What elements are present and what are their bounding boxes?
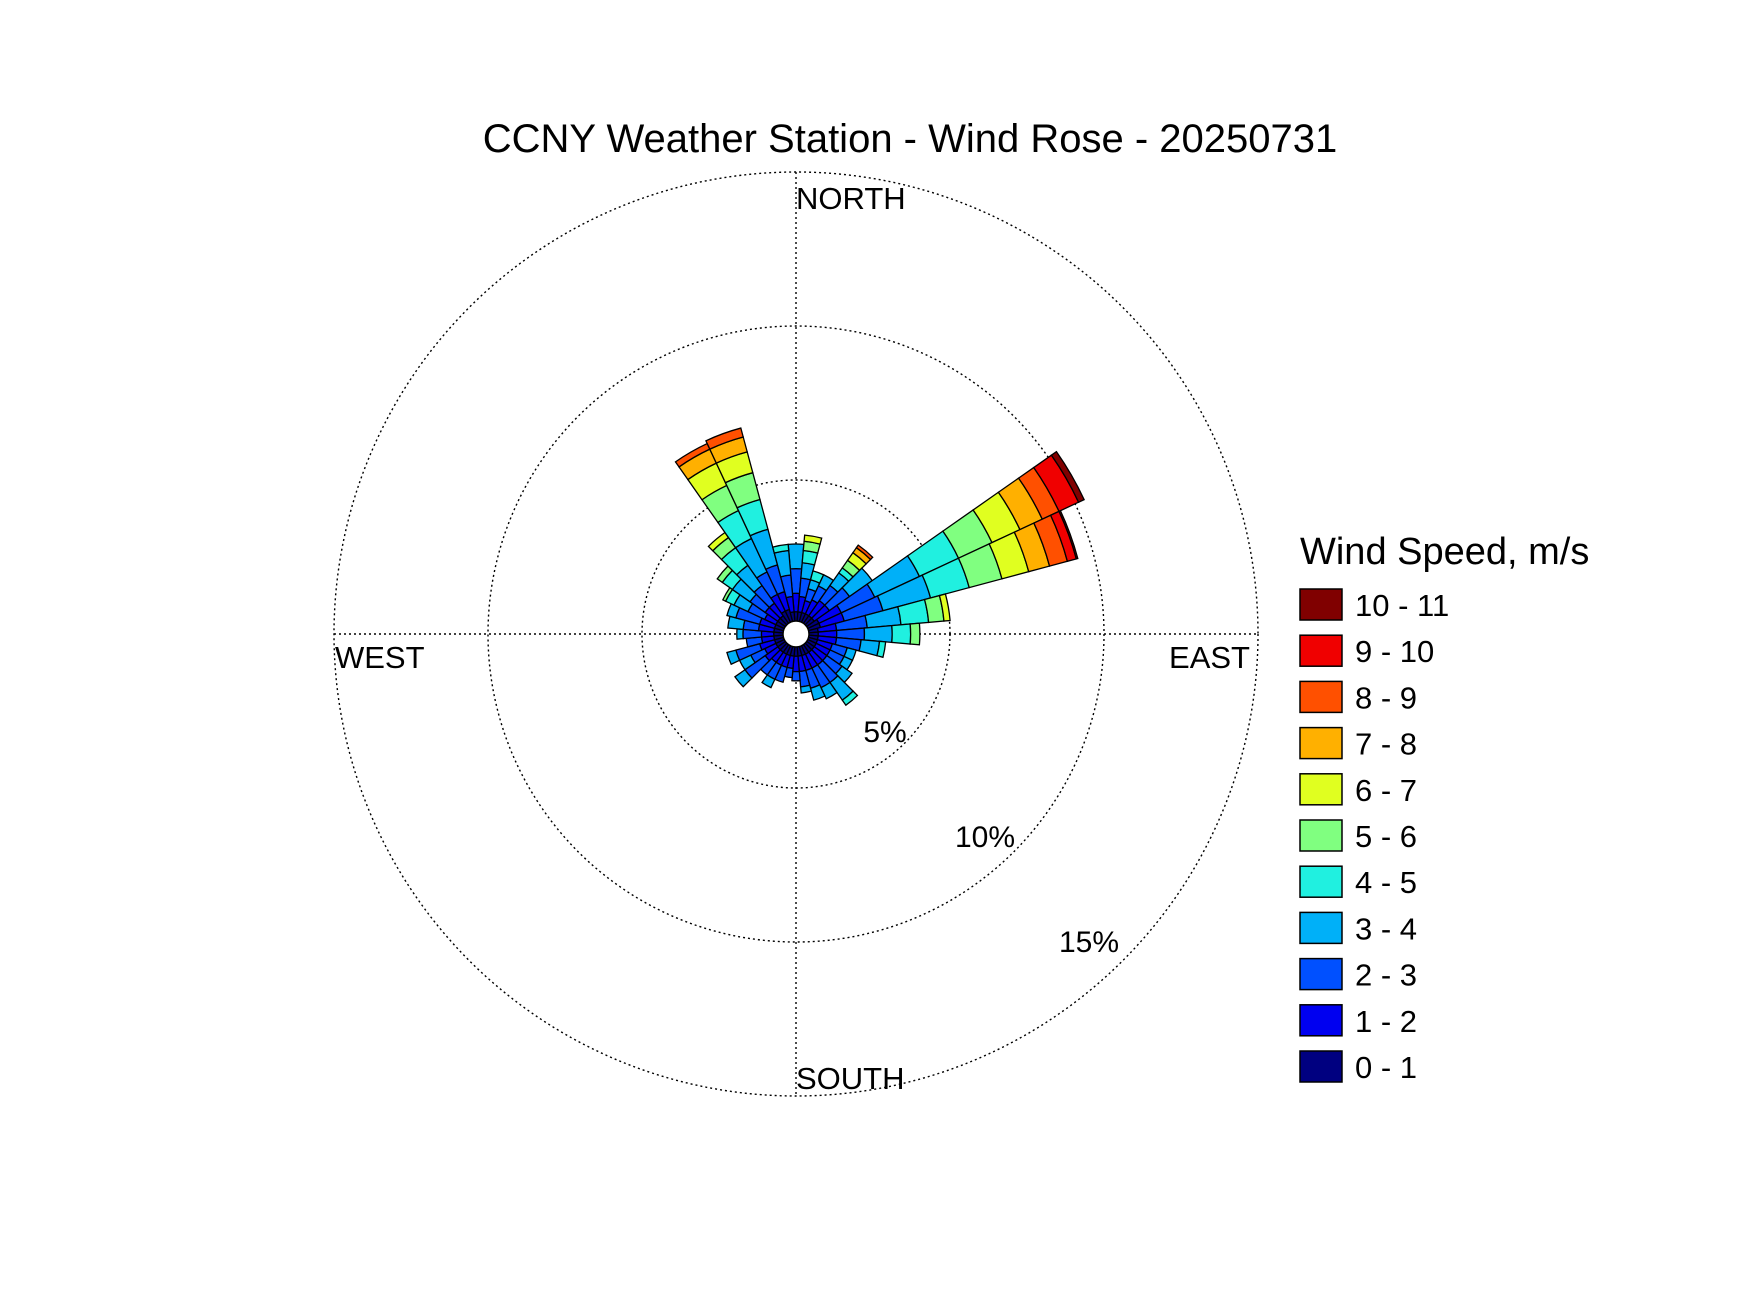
wind-rose-bars bbox=[674, 427, 1085, 707]
bar-segment-60deg-bin-10 bbox=[1050, 450, 1085, 504]
sector-150deg bbox=[800, 643, 838, 700]
legend-swatch-7 bbox=[1299, 726, 1343, 760]
legend-label-10: 10 - 11 bbox=[1355, 588, 1449, 623]
sector-340deg bbox=[705, 427, 794, 624]
direction-label-west: WEST bbox=[335, 640, 425, 675]
sector-180deg bbox=[791, 646, 801, 682]
ring-label-5: 5% bbox=[863, 716, 906, 749]
bar-segment-270deg-bin-3 bbox=[736, 628, 744, 640]
sector-40deg bbox=[802, 544, 874, 626]
bar-segment-40deg-bin-8 bbox=[855, 544, 874, 561]
bar-segment-80deg-bin-6 bbox=[938, 593, 951, 622]
sector-140deg bbox=[802, 642, 859, 707]
legend-label-0: 0 - 1 bbox=[1355, 1050, 1417, 1085]
bar-segment-210deg-bin-3 bbox=[761, 674, 776, 689]
legend-swatch-3 bbox=[1299, 911, 1343, 945]
direction-label-north: NORTH bbox=[796, 181, 906, 216]
direction-label-east: EAST bbox=[1169, 640, 1250, 675]
legend-label-8: 8 - 9 bbox=[1355, 680, 1417, 715]
legend-label-2: 2 - 3 bbox=[1355, 958, 1417, 993]
legend-swatch-2 bbox=[1299, 957, 1343, 991]
legend-label-9: 9 - 10 bbox=[1355, 634, 1434, 669]
legend-swatch-1 bbox=[1299, 1004, 1343, 1037]
bar-segment-250deg-bin-3 bbox=[726, 649, 741, 666]
legend-label-4: 4 - 5 bbox=[1355, 865, 1417, 900]
legend-swatch-8 bbox=[1299, 680, 1343, 714]
legend-swatch-9 bbox=[1299, 634, 1343, 667]
legend-label-3: 3 - 4 bbox=[1355, 911, 1417, 946]
bar-segment-160deg-bin-3 bbox=[809, 683, 826, 701]
direction-label-south: SOUTH bbox=[796, 1061, 905, 1096]
bar-segment-350deg-bin-4 bbox=[771, 543, 790, 554]
legend-swatch-5 bbox=[1299, 819, 1343, 852]
sector-330deg bbox=[674, 442, 792, 625]
bar-segment-90deg-bin-5 bbox=[909, 622, 921, 646]
bar-segment-70deg-bin-10 bbox=[1058, 509, 1079, 560]
sector-210deg bbox=[761, 643, 792, 689]
legend-swatch-4 bbox=[1299, 865, 1343, 898]
sector-70deg bbox=[806, 509, 1079, 632]
sector-80deg bbox=[807, 593, 951, 634]
legend-label-1: 1 - 2 bbox=[1355, 1004, 1417, 1039]
legend-swatch-10 bbox=[1299, 588, 1343, 621]
bar-segment-230deg-bin-3 bbox=[733, 668, 753, 688]
bar-segment-340deg-bin-8 bbox=[705, 427, 745, 451]
ring-label-15: 15% bbox=[1059, 926, 1119, 959]
chart-title: CCNY Weather Station - Wind Rose - 20250… bbox=[483, 117, 1338, 161]
sector-290deg bbox=[726, 602, 786, 632]
legend-swatch-0 bbox=[1299, 1050, 1343, 1083]
sector-350deg bbox=[771, 543, 796, 623]
bar-segment-170deg-bin-3 bbox=[799, 684, 813, 694]
center-hub bbox=[782, 620, 810, 648]
bar-segment-140deg-bin-4 bbox=[841, 690, 859, 707]
legend-title: Wind Speed, m/s bbox=[1300, 531, 1589, 573]
bar-segment-100deg-bin-4 bbox=[876, 640, 887, 659]
legend: Wind Speed, m/s 10 - 11 9 - 10 8 - 9 7 - 8 6… bbox=[1299, 531, 1589, 1085]
bar-segment-90deg-bin-4 bbox=[891, 623, 912, 645]
legend-label-7: 7 - 8 bbox=[1355, 727, 1417, 762]
legend-label-6: 6 - 7 bbox=[1355, 773, 1417, 808]
legend-swatch-6 bbox=[1299, 773, 1343, 806]
bar-segment-10deg-bin-6 bbox=[803, 534, 823, 545]
sector-250deg bbox=[726, 636, 786, 666]
sector-60deg bbox=[805, 450, 1085, 630]
ring-label-10: 10% bbox=[955, 821, 1015, 854]
legend-label-5: 5 - 6 bbox=[1355, 819, 1417, 854]
bar-segment-180deg-bin-2 bbox=[791, 670, 801, 682]
